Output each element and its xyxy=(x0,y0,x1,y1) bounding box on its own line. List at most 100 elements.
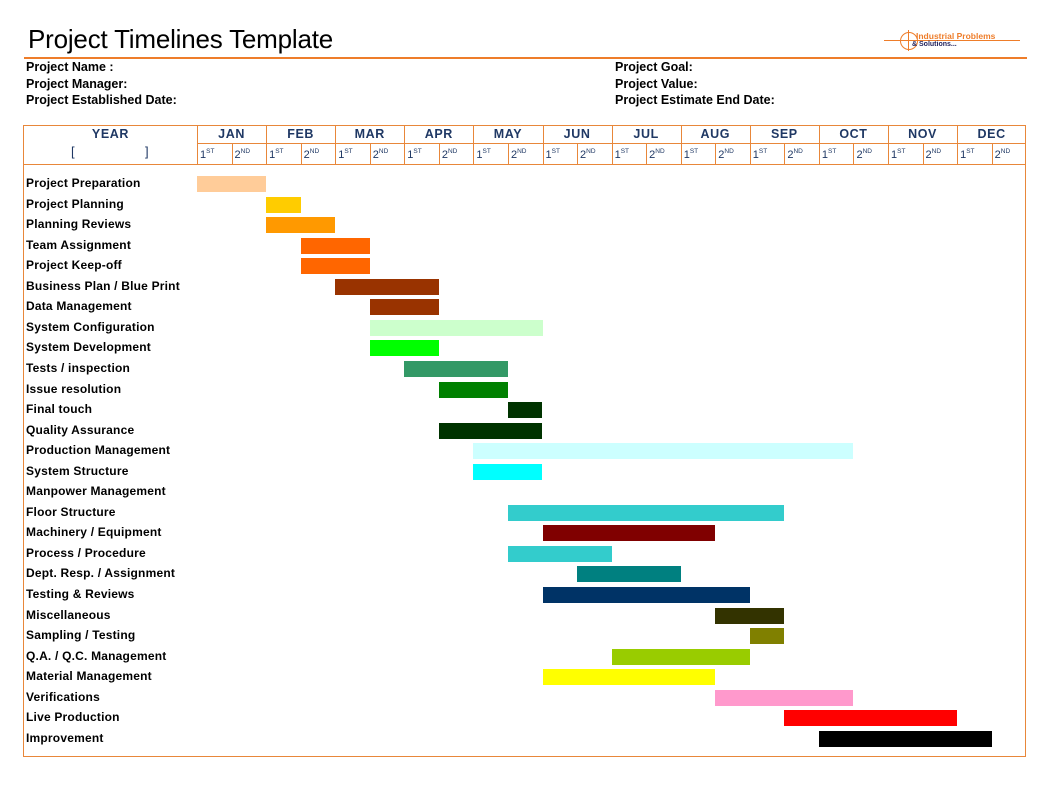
half-label: 2ND xyxy=(304,148,320,161)
half-label-number: 1 xyxy=(821,149,829,161)
month-divider xyxy=(612,125,613,164)
half-label: 2ND xyxy=(511,148,527,161)
logo-text-main: Industrial Problems xyxy=(916,31,996,41)
company-logo: Industrial Problems & Solutions... xyxy=(884,30,1024,51)
half-month-divider xyxy=(853,143,854,164)
task-label: Manpower Management xyxy=(26,484,166,499)
half-label: 2ND xyxy=(235,148,251,161)
half-label-number: 1 xyxy=(614,149,621,161)
half-label-number: 2 xyxy=(510,149,518,161)
half-month-divider xyxy=(992,143,993,164)
half-label-number: 2 xyxy=(580,149,587,161)
half-month-divider xyxy=(577,143,578,164)
month-divider xyxy=(957,125,958,164)
task-label: Sampling / Testing xyxy=(26,628,136,643)
task-label: Material Management xyxy=(26,669,152,684)
task-label: Issue resolution xyxy=(26,381,122,396)
task-label: Live Production xyxy=(26,710,120,725)
half-month-divider xyxy=(715,143,716,164)
month-label-nov: NOV xyxy=(908,127,937,141)
half-label-number: 1 xyxy=(891,149,898,161)
task-label: Miscellaneous xyxy=(26,607,111,622)
half-label-number: 1 xyxy=(269,149,276,161)
half-label-suffix: ND xyxy=(655,148,665,155)
task-label: Improvement xyxy=(26,730,104,745)
header-month-row-divider xyxy=(197,143,1026,144)
half-label-suffix: ST xyxy=(828,148,837,155)
half-label-number: 1 xyxy=(476,149,483,161)
year-column-divider xyxy=(197,125,198,164)
gantt-bar xyxy=(369,319,543,336)
task-label: Team Assignment xyxy=(26,237,132,252)
task-label: System Development xyxy=(26,340,151,355)
half-label-suffix: ST xyxy=(206,148,215,155)
half-label-number: 1 xyxy=(960,149,967,161)
half-label-number: 2 xyxy=(718,149,725,161)
month-divider xyxy=(543,125,544,164)
task-label: Testing & Reviews xyxy=(26,587,135,601)
gantt-bar xyxy=(335,278,439,295)
half-label: 2ND xyxy=(718,148,734,161)
task-label: Quality Assurance xyxy=(26,422,135,437)
half-label: 2ND xyxy=(787,148,803,161)
month-label-aug: AUG xyxy=(700,127,731,141)
half-label: 2ND xyxy=(856,148,872,161)
gantt-bar xyxy=(473,443,854,460)
page-title: Project Timelines Template xyxy=(28,24,334,54)
half-label-suffix: ND xyxy=(862,148,872,155)
logo-crosshair-icon xyxy=(908,30,909,51)
gantt-bar xyxy=(300,258,370,275)
gantt-bar xyxy=(715,607,785,624)
half-label: 1ST xyxy=(615,148,629,161)
half-month-divider xyxy=(784,143,785,164)
half-label-suffix: ST xyxy=(758,148,768,155)
gantt-bar xyxy=(542,525,716,542)
half-label: 1ST xyxy=(338,148,352,161)
gantt-bar xyxy=(438,422,543,439)
header-bottom-divider xyxy=(23,164,1026,165)
project-goal-label: Project Goal: xyxy=(615,60,693,74)
gantt-bar xyxy=(818,730,992,747)
task-label: Dept. Resp. / Assignment xyxy=(26,566,176,581)
half-label: 1ST xyxy=(476,148,490,161)
task-label: Production Management xyxy=(26,443,171,458)
month-divider xyxy=(819,125,820,164)
gantt-bar xyxy=(266,196,301,213)
gantt-bar xyxy=(542,587,750,603)
gantt-bar xyxy=(300,237,370,254)
gantt-bar xyxy=(266,217,336,234)
half-label: 2ND xyxy=(442,148,458,161)
half-label: 2ND xyxy=(373,148,389,161)
half-label: 1ST xyxy=(753,148,767,161)
month-divider xyxy=(473,125,474,164)
half-label-suffix: ST xyxy=(275,148,284,155)
task-label: Project Keep-off xyxy=(26,258,122,273)
gantt-bar xyxy=(784,710,958,727)
half-label: 2ND xyxy=(580,148,596,161)
half-label-number: 1 xyxy=(545,149,552,161)
task-label: Data Management xyxy=(26,299,132,314)
half-label-suffix: ND xyxy=(586,148,596,155)
task-label: Machinery / Equipment xyxy=(26,525,162,540)
year-bracket-open: [ xyxy=(71,144,75,159)
month-label-sep: SEP xyxy=(770,127,798,141)
half-label-suffix: ST xyxy=(344,148,353,155)
gantt-bar xyxy=(473,463,543,480)
half-label-number: 2 xyxy=(372,149,379,161)
month-divider xyxy=(404,125,405,164)
month-divider xyxy=(266,125,267,164)
half-month-divider xyxy=(301,143,302,164)
month-label-feb: FEB xyxy=(287,127,315,141)
half-label-number: 1 xyxy=(338,149,345,161)
half-label: 1ST xyxy=(960,148,974,161)
year-bracket-close: ] xyxy=(145,144,149,159)
half-month-divider xyxy=(370,143,371,164)
half-label-suffix: ST xyxy=(689,148,699,155)
task-label: System Configuration xyxy=(26,319,155,334)
half-label-suffix: ND xyxy=(931,148,942,155)
project-estimate-end-date-label: Project Estimate End Date: xyxy=(615,93,775,107)
half-label: 2ND xyxy=(649,148,665,161)
half-label-suffix: ND xyxy=(309,148,320,155)
logo-circle-icon xyxy=(900,32,918,50)
task-label: Q.A. / Q.C. Management xyxy=(26,648,167,663)
